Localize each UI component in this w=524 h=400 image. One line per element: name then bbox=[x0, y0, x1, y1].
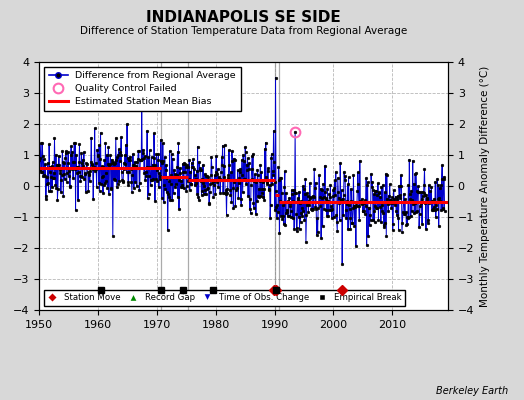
Difference from Regional Average bbox=[400, 199, 407, 204]
Difference from Regional Average bbox=[77, 142, 83, 146]
Difference from Regional Average bbox=[152, 163, 159, 168]
Difference from Regional Average bbox=[339, 261, 345, 266]
Text: Berkeley Earth: Berkeley Earth bbox=[436, 386, 508, 396]
Difference from Regional Average bbox=[324, 214, 330, 218]
Difference from Regional Average bbox=[36, 158, 42, 162]
Legend: Station Move, Record Gap, Time of Obs. Change, Empirical Break: Station Move, Record Gap, Time of Obs. C… bbox=[43, 290, 405, 306]
Line: Difference from Regional Average: Difference from Regional Average bbox=[38, 76, 446, 265]
Y-axis label: Monthly Temperature Anomaly Difference (°C): Monthly Temperature Anomaly Difference (… bbox=[480, 65, 490, 307]
Difference from Regional Average bbox=[136, 188, 143, 193]
Difference from Regional Average bbox=[110, 233, 116, 238]
Difference from Regional Average bbox=[441, 208, 447, 213]
Text: Difference of Station Temperature Data from Regional Average: Difference of Station Temperature Data f… bbox=[80, 26, 407, 36]
Difference from Regional Average bbox=[272, 75, 279, 80]
Text: INDIANAPOLIS SE SIDE: INDIANAPOLIS SE SIDE bbox=[146, 10, 341, 25]
